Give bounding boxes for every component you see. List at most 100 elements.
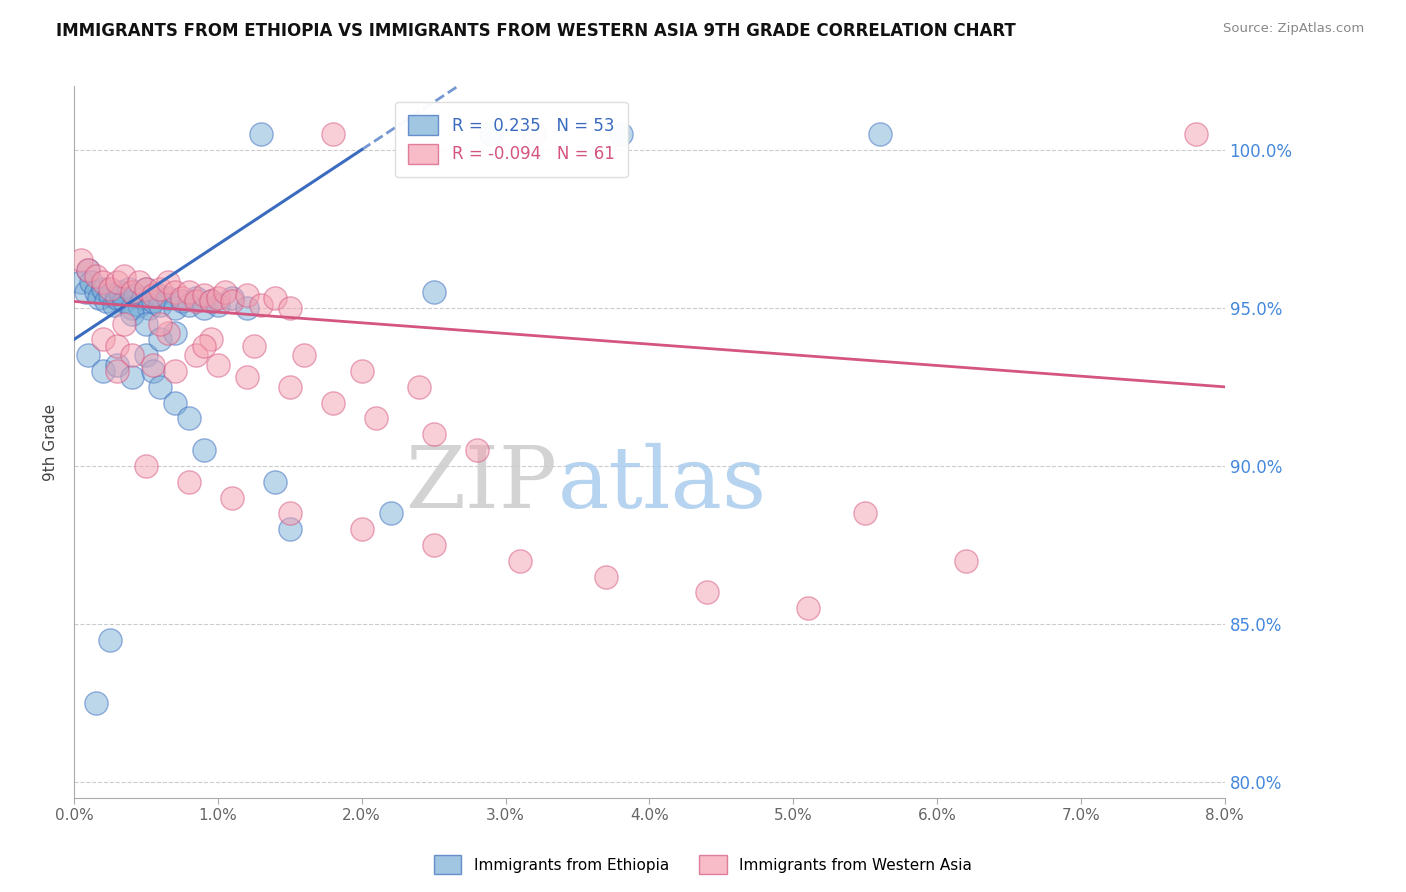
Point	[142, 364, 165, 378]
Text: atlas: atlas	[557, 443, 766, 526]
Point	[179, 475, 201, 489]
Point	[179, 411, 201, 425]
Point	[350, 522, 373, 536]
Point	[869, 127, 891, 141]
Point	[264, 475, 287, 489]
Point	[80, 276, 103, 290]
Point	[955, 554, 977, 568]
Point	[422, 285, 444, 299]
Point	[149, 297, 172, 311]
Point	[103, 297, 125, 311]
Point	[121, 307, 143, 321]
Point	[114, 294, 136, 309]
Point	[278, 507, 301, 521]
Point	[186, 291, 208, 305]
Point	[170, 291, 193, 305]
Point	[179, 297, 201, 311]
Point	[149, 317, 172, 331]
Point	[609, 127, 631, 141]
Point	[163, 301, 186, 315]
Point	[142, 288, 165, 302]
Point	[186, 348, 208, 362]
Point	[250, 297, 273, 311]
Point	[193, 288, 215, 302]
Point	[128, 297, 150, 311]
Point	[422, 427, 444, 442]
Point	[235, 288, 257, 302]
Point	[105, 276, 128, 290]
Point	[135, 348, 157, 362]
Point	[118, 282, 141, 296]
Legend: Immigrants from Ethiopia, Immigrants from Western Asia: Immigrants from Ethiopia, Immigrants fro…	[427, 849, 979, 880]
Point	[135, 282, 157, 296]
Point	[94, 294, 117, 309]
Point	[98, 282, 121, 296]
Point	[163, 395, 186, 409]
Point	[121, 348, 143, 362]
Point	[105, 358, 128, 372]
Point	[350, 364, 373, 378]
Point	[1185, 127, 1208, 141]
Point	[138, 301, 160, 315]
Point	[207, 291, 229, 305]
Point	[523, 127, 546, 141]
Point	[135, 317, 157, 331]
Point	[105, 339, 128, 353]
Point	[121, 285, 143, 299]
Point	[146, 288, 169, 302]
Point	[114, 317, 136, 331]
Point	[91, 333, 114, 347]
Point	[322, 127, 344, 141]
Point	[135, 458, 157, 473]
Point	[77, 262, 100, 277]
Point	[87, 291, 110, 305]
Point	[278, 380, 301, 394]
Point	[91, 364, 114, 378]
Point	[322, 395, 344, 409]
Point	[292, 348, 315, 362]
Point	[70, 253, 93, 268]
Point	[186, 294, 208, 309]
Point	[235, 370, 257, 384]
Point	[170, 294, 193, 309]
Point	[465, 443, 488, 458]
Point	[509, 554, 531, 568]
Point	[221, 491, 243, 505]
Point	[422, 538, 444, 552]
Point	[149, 282, 172, 296]
Point	[221, 294, 243, 309]
Point	[149, 333, 172, 347]
Point	[200, 333, 222, 347]
Point	[156, 276, 179, 290]
Point	[84, 269, 107, 284]
Text: IMMIGRANTS FROM ETHIOPIA VS IMMIGRANTS FROM WESTERN ASIA 9TH GRADE CORRELATION C: IMMIGRANTS FROM ETHIOPIA VS IMMIGRANTS F…	[56, 22, 1017, 40]
Point	[163, 285, 186, 299]
Point	[98, 288, 121, 302]
Point	[796, 601, 818, 615]
Point	[366, 411, 388, 425]
Point	[121, 370, 143, 384]
Point	[128, 276, 150, 290]
Y-axis label: 9th Grade: 9th Grade	[44, 404, 58, 481]
Point	[142, 294, 165, 309]
Point	[179, 285, 201, 299]
Point	[124, 288, 146, 302]
Point	[163, 326, 186, 340]
Point	[77, 348, 100, 362]
Point	[108, 285, 131, 299]
Point	[200, 294, 222, 309]
Point	[193, 339, 215, 353]
Point	[156, 326, 179, 340]
Point	[84, 285, 107, 299]
Point	[200, 294, 222, 309]
Point	[235, 301, 257, 315]
Point	[221, 291, 243, 305]
Point	[408, 380, 430, 394]
Point	[84, 696, 107, 710]
Point	[91, 276, 114, 290]
Point	[114, 269, 136, 284]
Point	[696, 585, 718, 599]
Point	[77, 262, 100, 277]
Point	[121, 301, 143, 315]
Point	[105, 364, 128, 378]
